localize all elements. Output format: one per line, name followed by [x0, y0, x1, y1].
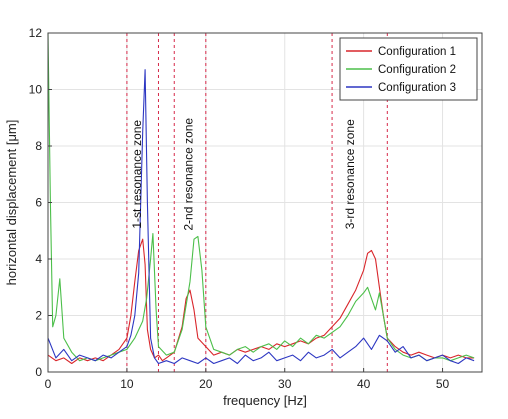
axis-ticks: 0 10 20 30 40 50 0 2 4 6 8 10 12	[29, 26, 450, 391]
y-tick-label: 8	[35, 139, 42, 153]
x-axis-label: frequency [Hz]	[223, 393, 307, 408]
series-line-2	[47, 32, 475, 362]
zone-label: 3-rd resonance zone	[343, 119, 357, 229]
legend-label-3: Configuration 3	[378, 82, 456, 94]
x-tick-label: 10	[120, 377, 134, 391]
legend-label-2: Configuration 2	[378, 64, 456, 76]
x-tick-label: 0	[45, 377, 52, 391]
x-tick-label: 40	[357, 377, 371, 391]
zone-label: 2-nd resonance zone	[181, 118, 195, 231]
y-tick-label: 6	[35, 196, 42, 210]
legend-label-1: Configuration 1	[378, 46, 456, 58]
y-tick-label: 2	[35, 309, 42, 323]
resonance-zone-labels: 1-st resonance zone 2-nd resonance zone 3-…	[130, 118, 357, 231]
y-tick-label: 0	[35, 365, 42, 379]
series-line-3	[47, 69, 475, 365]
y-tick-label: 10	[29, 83, 43, 97]
y-tick-label: 12	[29, 26, 43, 40]
zone-label: 1-st resonance zone	[130, 120, 144, 229]
x-tick-label: 50	[436, 377, 450, 391]
legend: Configuration 1 Configuration 2 Configurat…	[339, 37, 478, 101]
series-layer	[47, 32, 475, 365]
y-tick-label: 4	[35, 252, 42, 266]
x-tick-label: 20	[199, 377, 213, 391]
x-tick-label: 30	[278, 377, 292, 391]
y-axis-label: horizontal displacement [μm]	[4, 120, 19, 286]
